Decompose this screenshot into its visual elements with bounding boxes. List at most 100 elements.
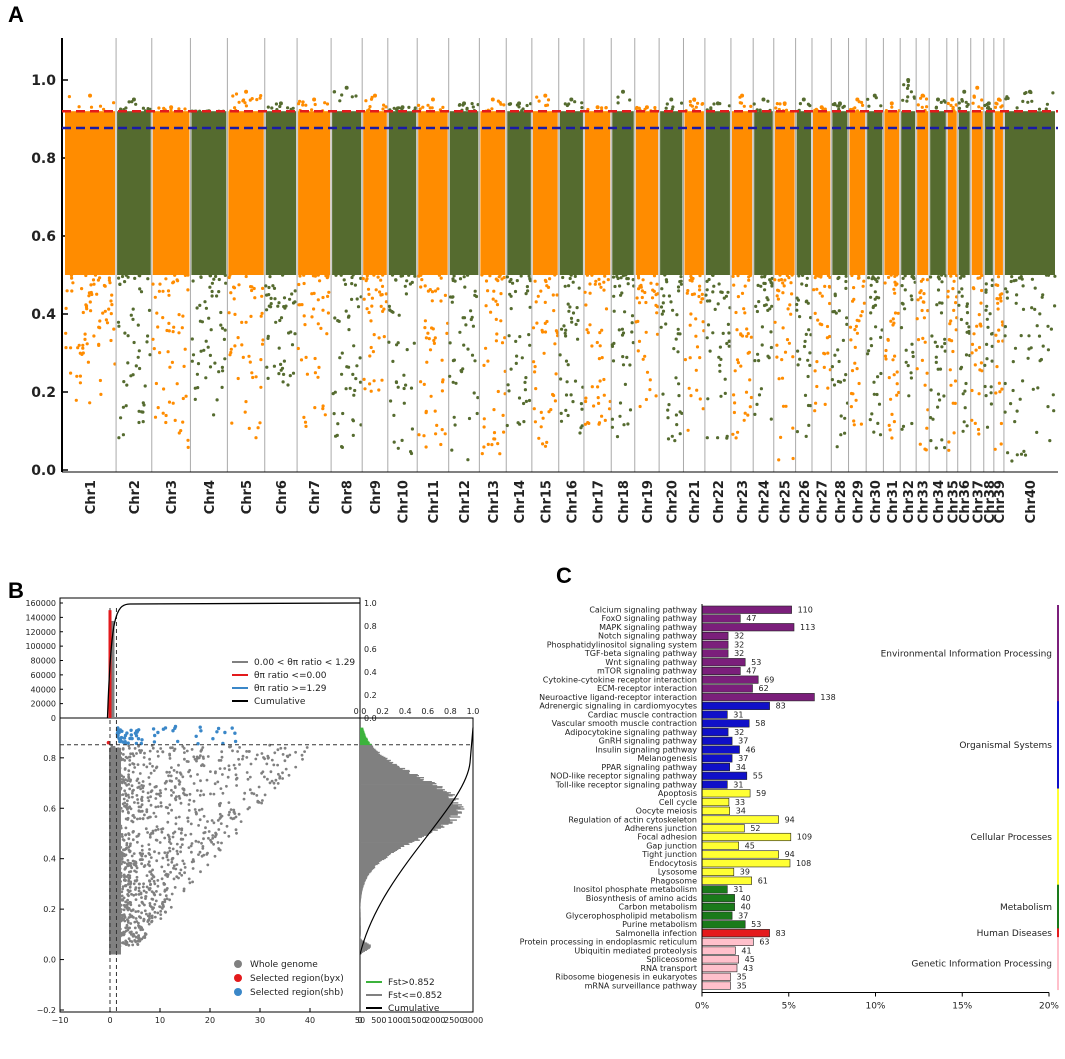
- snp-point: [776, 288, 780, 292]
- genome-point: [123, 878, 127, 881]
- snp-point: [1011, 388, 1015, 393]
- snp-point: [482, 425, 486, 429]
- snp-point: [204, 339, 208, 343]
- pathway-bar: [701, 745, 740, 754]
- snp-point: [1026, 100, 1030, 104]
- snp-point: [492, 431, 497, 435]
- genome-point: [197, 840, 201, 844]
- snp-point: [362, 377, 366, 381]
- snp-point: [820, 294, 824, 298]
- side-hist-bar: [360, 878, 366, 881]
- snp-point: [748, 405, 752, 409]
- snp-point: [603, 418, 607, 422]
- genome-point: [177, 827, 181, 831]
- chromosome-points-chr10: [387, 105, 417, 456]
- core-block: [849, 111, 866, 275]
- genome-point: [225, 824, 229, 828]
- snp-point: [612, 294, 616, 298]
- max-point: [131, 97, 136, 102]
- snp-point: [1005, 290, 1009, 294]
- snp-point: [564, 334, 568, 338]
- snp-point: [517, 396, 522, 400]
- snp-point: [313, 406, 317, 410]
- snp-point: [789, 281, 793, 285]
- snp-point: [760, 325, 765, 329]
- genome-point: [168, 803, 172, 807]
- side-hist-bar: [360, 881, 365, 884]
- snp-point: [795, 302, 799, 307]
- chromosome-points-chr1: [64, 93, 117, 405]
- genome-point: [165, 872, 168, 876]
- snp-point: [131, 317, 135, 321]
- genome-point: [216, 841, 220, 844]
- shb-point: [233, 731, 237, 735]
- snp-point: [440, 358, 444, 362]
- snp-point: [540, 328, 544, 332]
- snp-point: [372, 333, 376, 337]
- snp-point: [1046, 348, 1050, 352]
- max-point: [782, 101, 787, 106]
- side-hist-bar: [360, 736, 367, 738]
- snp-point: [171, 330, 175, 334]
- side-hist-bar: [360, 886, 364, 889]
- snp-point: [544, 279, 548, 284]
- snp-point: [85, 342, 89, 346]
- genome-point: [127, 846, 131, 849]
- side-hist-bar: [360, 902, 361, 904]
- snp-point: [818, 291, 822, 295]
- snp-point: [636, 349, 640, 353]
- snp-point: [272, 286, 277, 290]
- snp-point: [815, 384, 819, 389]
- genome-point: [163, 836, 167, 840]
- genome-point: [137, 886, 141, 890]
- genome-point: [263, 757, 266, 761]
- shb-point: [153, 733, 157, 738]
- snp-point: [884, 348, 888, 353]
- snp-point: [325, 332, 329, 336]
- shb-point: [176, 739, 180, 744]
- snp-point: [826, 351, 830, 355]
- snp-point: [288, 374, 292, 378]
- genome-point: [129, 752, 133, 756]
- snp-point: [719, 357, 723, 361]
- snp-point: [606, 278, 610, 282]
- shb-point: [173, 724, 178, 729]
- snp-point: [937, 277, 942, 281]
- genome-point: [128, 787, 132, 791]
- snp-point: [351, 273, 355, 277]
- snp-point: [939, 311, 944, 315]
- snp-point: [659, 325, 663, 329]
- snp-point: [756, 283, 760, 287]
- genome-point: [239, 820, 243, 823]
- snp-point: [1053, 304, 1057, 308]
- genome-point: [146, 816, 150, 820]
- snp-point: [781, 326, 785, 330]
- genome-point: [238, 746, 242, 749]
- chromosome-points-chr38: [983, 101, 995, 429]
- snp-point: [316, 322, 320, 326]
- snp-point: [145, 340, 149, 344]
- genome-point: [125, 783, 129, 787]
- side-hist-bar: [360, 786, 443, 788]
- genome-point: [284, 767, 288, 771]
- snp-point: [279, 316, 284, 320]
- genome-point: [145, 874, 149, 877]
- side-hist-bar: [360, 822, 453, 824]
- snp-point: [901, 424, 906, 428]
- snp-point: [312, 307, 316, 311]
- pathway-value: 53: [751, 658, 761, 667]
- snp-point: [713, 307, 717, 311]
- snp-point: [1046, 324, 1050, 328]
- pathway-value: 83: [776, 929, 786, 938]
- side-hist-bar: [360, 879, 366, 882]
- chromosome-label: Chr2: [128, 480, 143, 514]
- pathway-value: 40: [741, 894, 751, 903]
- snp-point: [161, 411, 165, 415]
- max-point: [872, 93, 877, 98]
- snp-point: [754, 304, 758, 308]
- snp-point: [1004, 287, 1008, 291]
- core-block: [388, 111, 417, 275]
- snp-point: [326, 311, 330, 315]
- snp-point: [353, 388, 357, 393]
- snp-point: [317, 365, 321, 369]
